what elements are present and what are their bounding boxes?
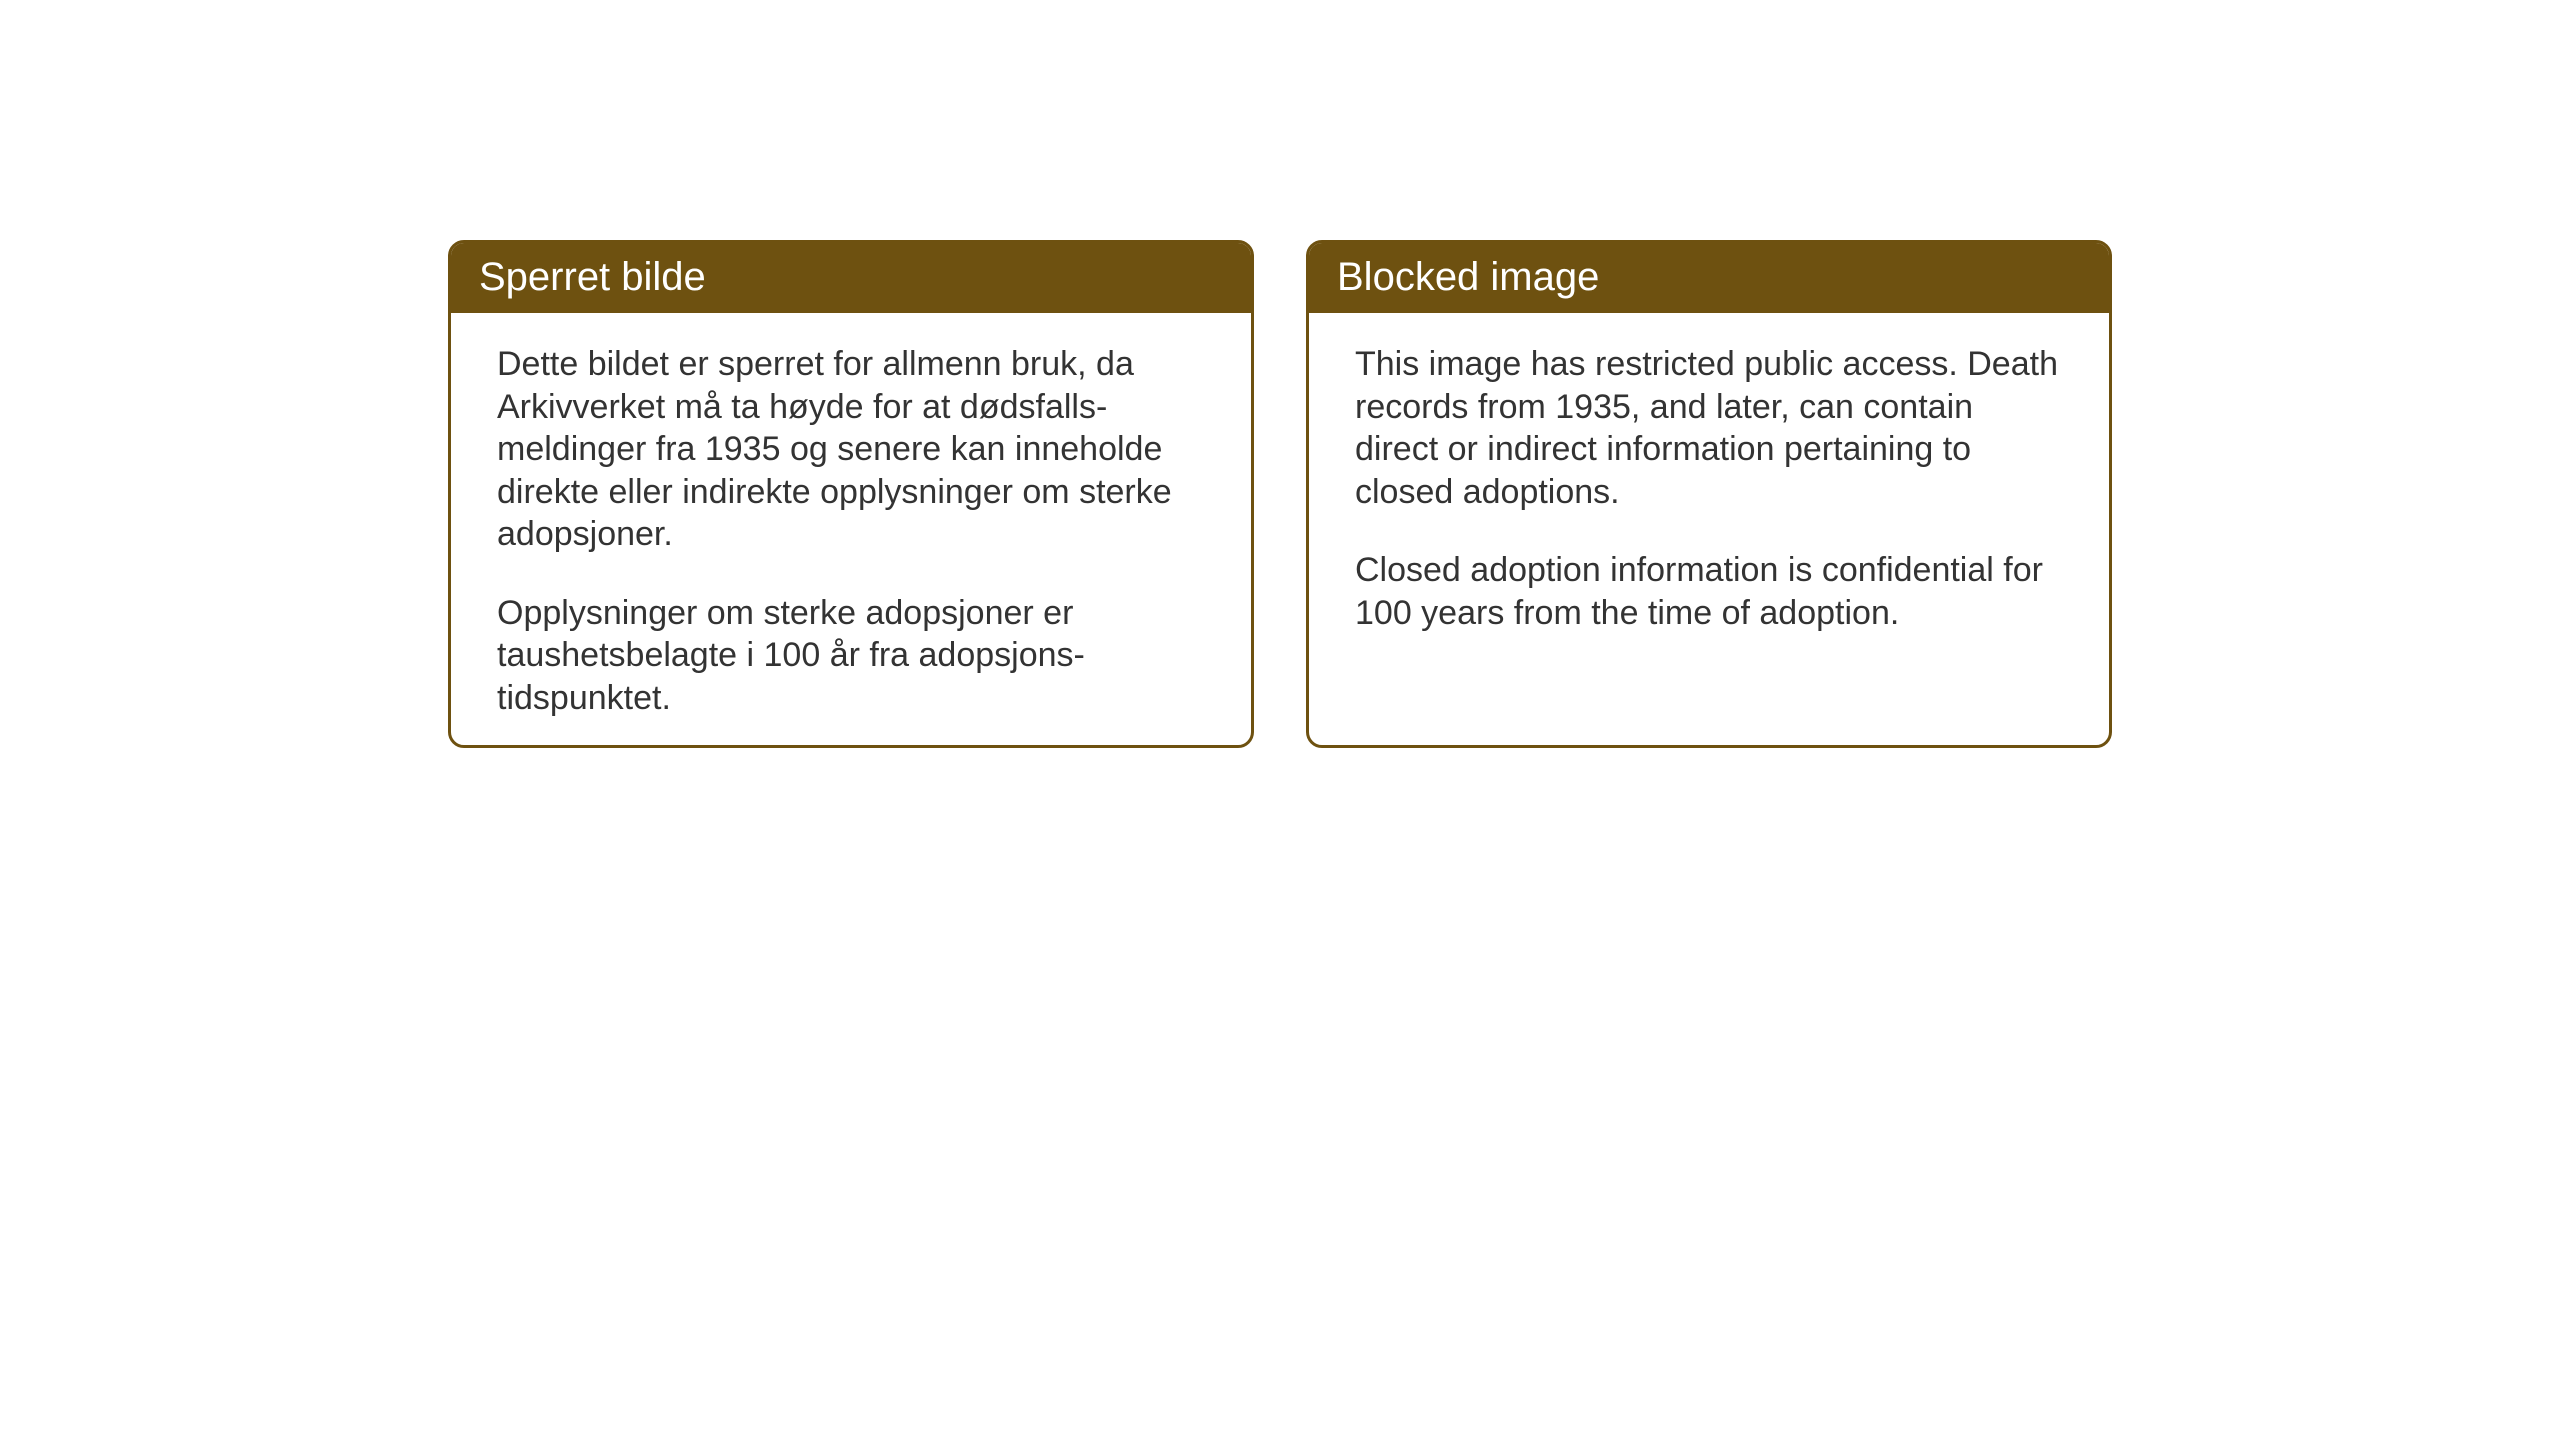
notice-body-english: This image has restricted public access.… <box>1309 313 2109 674</box>
notice-card-english: Blocked image This image has restricted … <box>1306 240 2112 748</box>
notice-card-norwegian: Sperret bilde Dette bildet er sperret fo… <box>448 240 1254 748</box>
notice-title-norwegian: Sperret bilde <box>479 255 706 299</box>
notice-title-english: Blocked image <box>1337 255 1599 299</box>
notice-paragraph1-english: This image has restricted public access.… <box>1355 343 2063 513</box>
notice-header-norwegian: Sperret bilde <box>451 243 1251 313</box>
notice-paragraph2-norwegian: Opplysninger om sterke adopsjoner er tau… <box>497 592 1205 720</box>
notice-paragraph1-norwegian: Dette bildet er sperret for allmenn bruk… <box>497 343 1205 556</box>
notice-body-norwegian: Dette bildet er sperret for allmenn bruk… <box>451 313 1251 748</box>
notice-container: Sperret bilde Dette bildet er sperret fo… <box>448 240 2112 748</box>
notice-header-english: Blocked image <box>1309 243 2109 313</box>
notice-paragraph2-english: Closed adoption information is confident… <box>1355 549 2063 634</box>
